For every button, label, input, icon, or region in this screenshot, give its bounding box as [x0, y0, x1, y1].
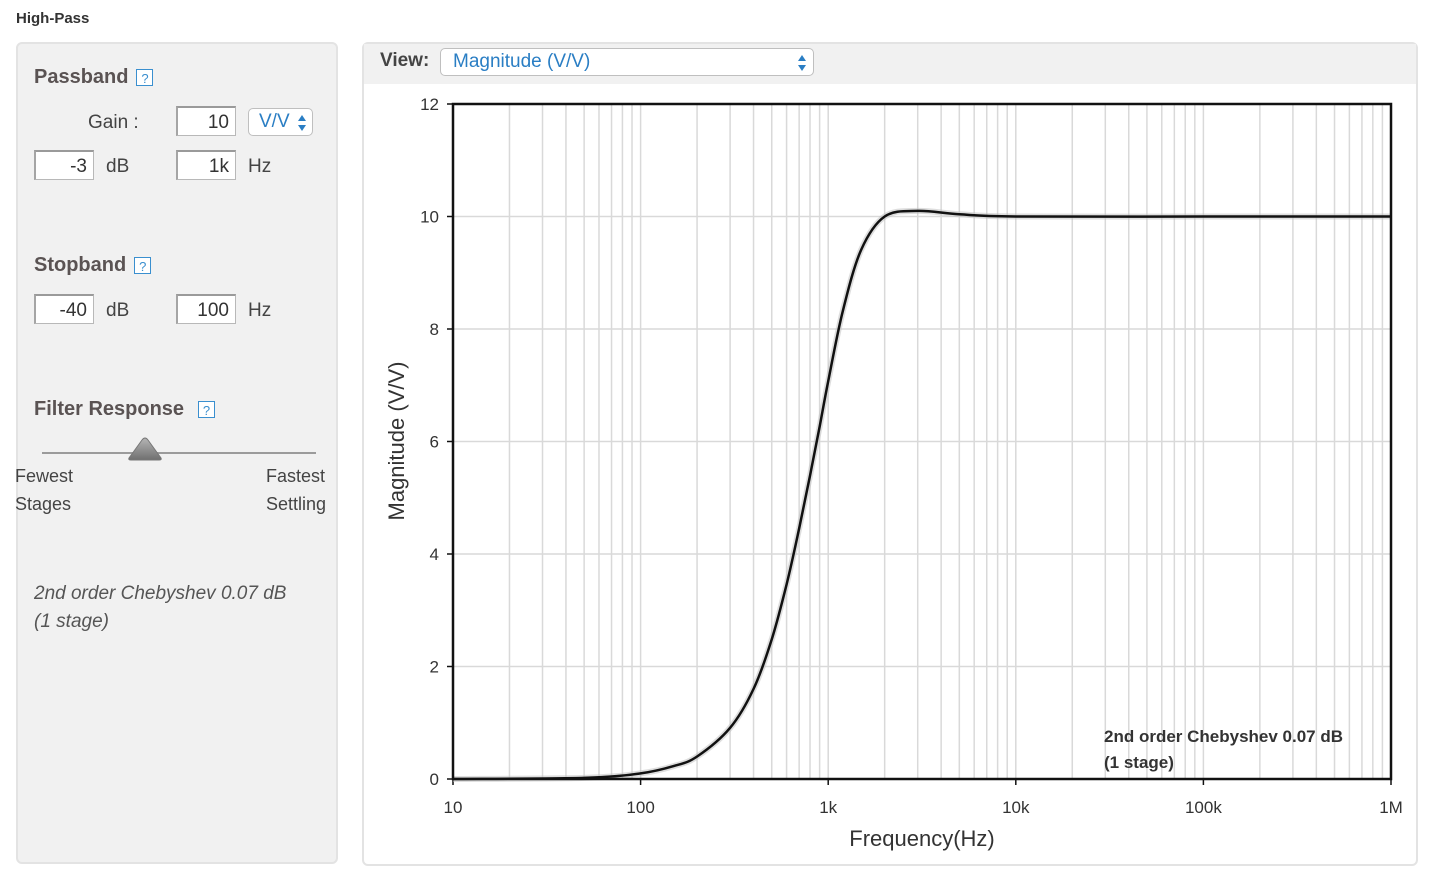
view-toolbar: View: Magnitude (V/V) — [364, 44, 1416, 84]
chart-annotation-line1: 2nd order Chebyshev 0.07 dB — [1104, 727, 1343, 746]
x-tick-label: 1M — [1379, 798, 1403, 817]
slider-left-label-line1: Fewest — [15, 466, 74, 486]
stopband-help-icon[interactable]: ? — [134, 257, 152, 274]
passband-atten-input[interactable] — [34, 150, 94, 180]
gain-unit-value: V/V — [259, 111, 290, 132]
stopband-freq-input[interactable] — [176, 294, 236, 324]
y-tick-label: 2 — [430, 658, 439, 677]
filter-description-line2: (1 stage) — [34, 611, 109, 632]
view-label: View: — [380, 50, 430, 71]
select-arrows-icon — [798, 55, 806, 71]
passband-heading-label: Passband — [34, 66, 129, 88]
y-tick-label: 10 — [420, 208, 439, 227]
x-tick-label: 100k — [1185, 798, 1222, 817]
passband-atten-unit: dB — [106, 156, 130, 177]
y-tick-label: 0 — [430, 770, 439, 789]
chart-annotation-line2: (1 stage) — [1104, 753, 1174, 772]
filter-response-help-icon[interactable]: ? — [198, 401, 216, 418]
x-tick-label: 10k — [1002, 798, 1030, 817]
filter-settings-panel: Passband? Gain : V/V dB Hz Stopband? dB … — [15, 42, 338, 864]
view-select-value: Magnitude (V/V) — [453, 51, 591, 72]
slider-right-label-line1: Fastest — [266, 466, 326, 486]
stopband-freq-unit: Hz — [248, 300, 272, 321]
y-tick-label: 4 — [430, 545, 439, 564]
y-tick-label: 6 — [430, 433, 439, 452]
passband-help-icon[interactable]: ? — [136, 69, 154, 86]
filter-response-slider-thumb[interactable] — [126, 434, 164, 462]
y-tick-label: 8 — [430, 320, 439, 339]
chart-curve — [452, 207, 1391, 782]
filter-response-heading-label: Filter Response — [34, 398, 185, 420]
chart-ticks: 10 100 1k 10k 100k 1M 0 2 4 6 8 10 12 — [420, 95, 1403, 817]
filter-response-heading: Filter Response? — [34, 398, 216, 421]
y-axis-label: Magnitude (V/V) — [384, 362, 409, 521]
plot-frame — [451, 102, 1393, 781]
passband-freq-unit: Hz — [248, 156, 272, 177]
slider-right-label-line2: Settling — [266, 494, 327, 514]
slider-left-label-line2: Stages — [15, 494, 72, 514]
passband-freq-input[interactable] — [176, 150, 236, 180]
series-line-shadow — [452, 207, 1391, 782]
filter-description-line1: 2nd order Chebyshev 0.07 dB — [34, 583, 287, 604]
x-tick-label: 100 — [626, 798, 654, 817]
x-tick-label: 10 — [444, 798, 463, 817]
chart-grid — [453, 103, 1391, 780]
stopband-heading: Stopband? — [34, 254, 152, 277]
stopband-heading-label: Stopband — [34, 254, 127, 276]
gain-input[interactable] — [176, 106, 236, 136]
select-arrows-icon — [298, 115, 306, 131]
gain-unit-select[interactable]: V/V — [248, 108, 313, 136]
y-tick-label: 12 — [420, 95, 439, 114]
stopband-atten-input[interactable] — [34, 294, 94, 324]
page-title: High-Pass — [16, 10, 90, 27]
chart-panel: View: Magnitude (V/V) — [362, 42, 1418, 866]
gain-label: Gain : — [88, 112, 139, 133]
view-select[interactable]: Magnitude (V/V) — [440, 48, 814, 76]
stopband-atten-unit: dB — [106, 300, 130, 321]
x-axis-label: Frequency(Hz) — [849, 826, 994, 851]
series-line — [452, 209, 1391, 781]
filter-response-slider-track[interactable] — [42, 452, 316, 454]
filter-description: 2nd order Chebyshev 0.07 dB (1 stage) — [34, 580, 286, 636]
passband-heading: Passband? — [34, 66, 154, 89]
x-tick-label: 1k — [819, 798, 837, 817]
